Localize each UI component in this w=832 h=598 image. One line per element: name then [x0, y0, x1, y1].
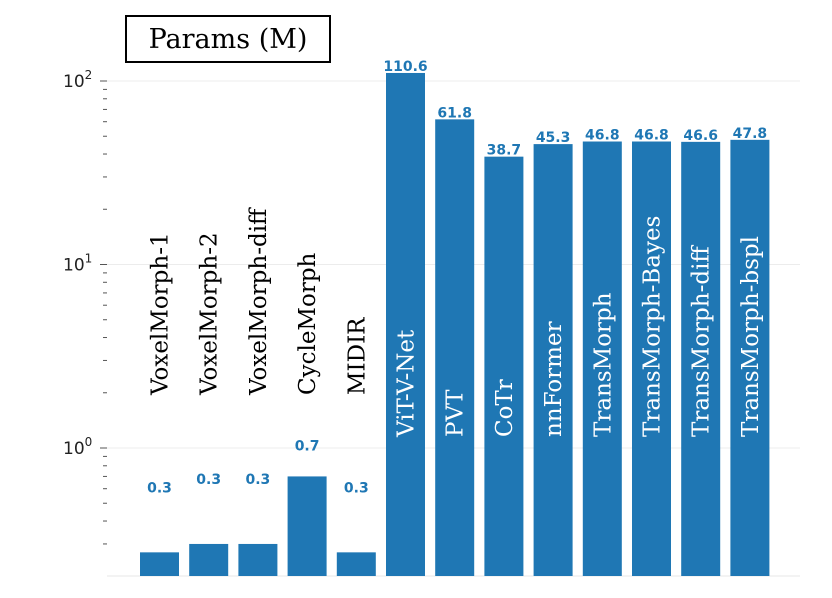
bar — [435, 119, 475, 577]
data-label: 61.8 — [437, 105, 472, 121]
category-label: VoxelMorph-2 — [197, 232, 223, 396]
chart-title-text: Params (M) — [148, 23, 308, 55]
category-label: nnFormer — [541, 321, 567, 437]
category-label: ViT-V-Net — [394, 329, 420, 438]
bar — [386, 72, 425, 576]
data-label: 0.3 — [344, 480, 369, 496]
y-tick-label: 101 — [63, 252, 92, 276]
bar — [582, 141, 622, 576]
bar — [681, 141, 721, 576]
category-label: CycleMorph — [295, 252, 321, 395]
y-tick-label: 102 — [63, 68, 92, 92]
bar — [140, 552, 179, 576]
data-label: 110.6 — [383, 59, 427, 75]
data-label: 46.8 — [585, 128, 620, 144]
y-tick-label: 100 — [63, 435, 92, 459]
data-label: 45.3 — [536, 130, 571, 146]
data-label: 0.3 — [245, 472, 270, 488]
data-label: 0.3 — [147, 480, 172, 496]
category-label: MIDIR — [344, 317, 370, 395]
bar — [189, 543, 229, 576]
data-label: 47.8 — [733, 126, 768, 142]
data-label: 0.3 — [196, 472, 221, 488]
category-label: VoxelMorph-diff — [246, 207, 272, 396]
data-label: 46.6 — [683, 128, 718, 144]
category-label: TransMorph-diff — [689, 245, 715, 437]
category-label: VoxelMorph-1 — [148, 232, 174, 396]
category-label: TransMorph-Bayes — [640, 216, 666, 437]
category-label: TransMorph — [590, 292, 616, 437]
bar — [238, 543, 278, 576]
data-label: 46.8 — [634, 128, 669, 144]
data-label: 0.7 — [295, 438, 320, 454]
bar — [730, 139, 770, 576]
category-label: PVT — [443, 389, 469, 437]
category-label: TransMorph-bspl — [738, 236, 764, 437]
bar — [632, 141, 671, 576]
category-label: CoTr — [492, 379, 518, 437]
data-label: 38.7 — [487, 143, 522, 159]
bar — [533, 144, 573, 577]
bar — [484, 156, 524, 577]
chart-title: Params (M) — [125, 15, 331, 63]
bar — [336, 552, 376, 576]
bar — [287, 476, 327, 576]
